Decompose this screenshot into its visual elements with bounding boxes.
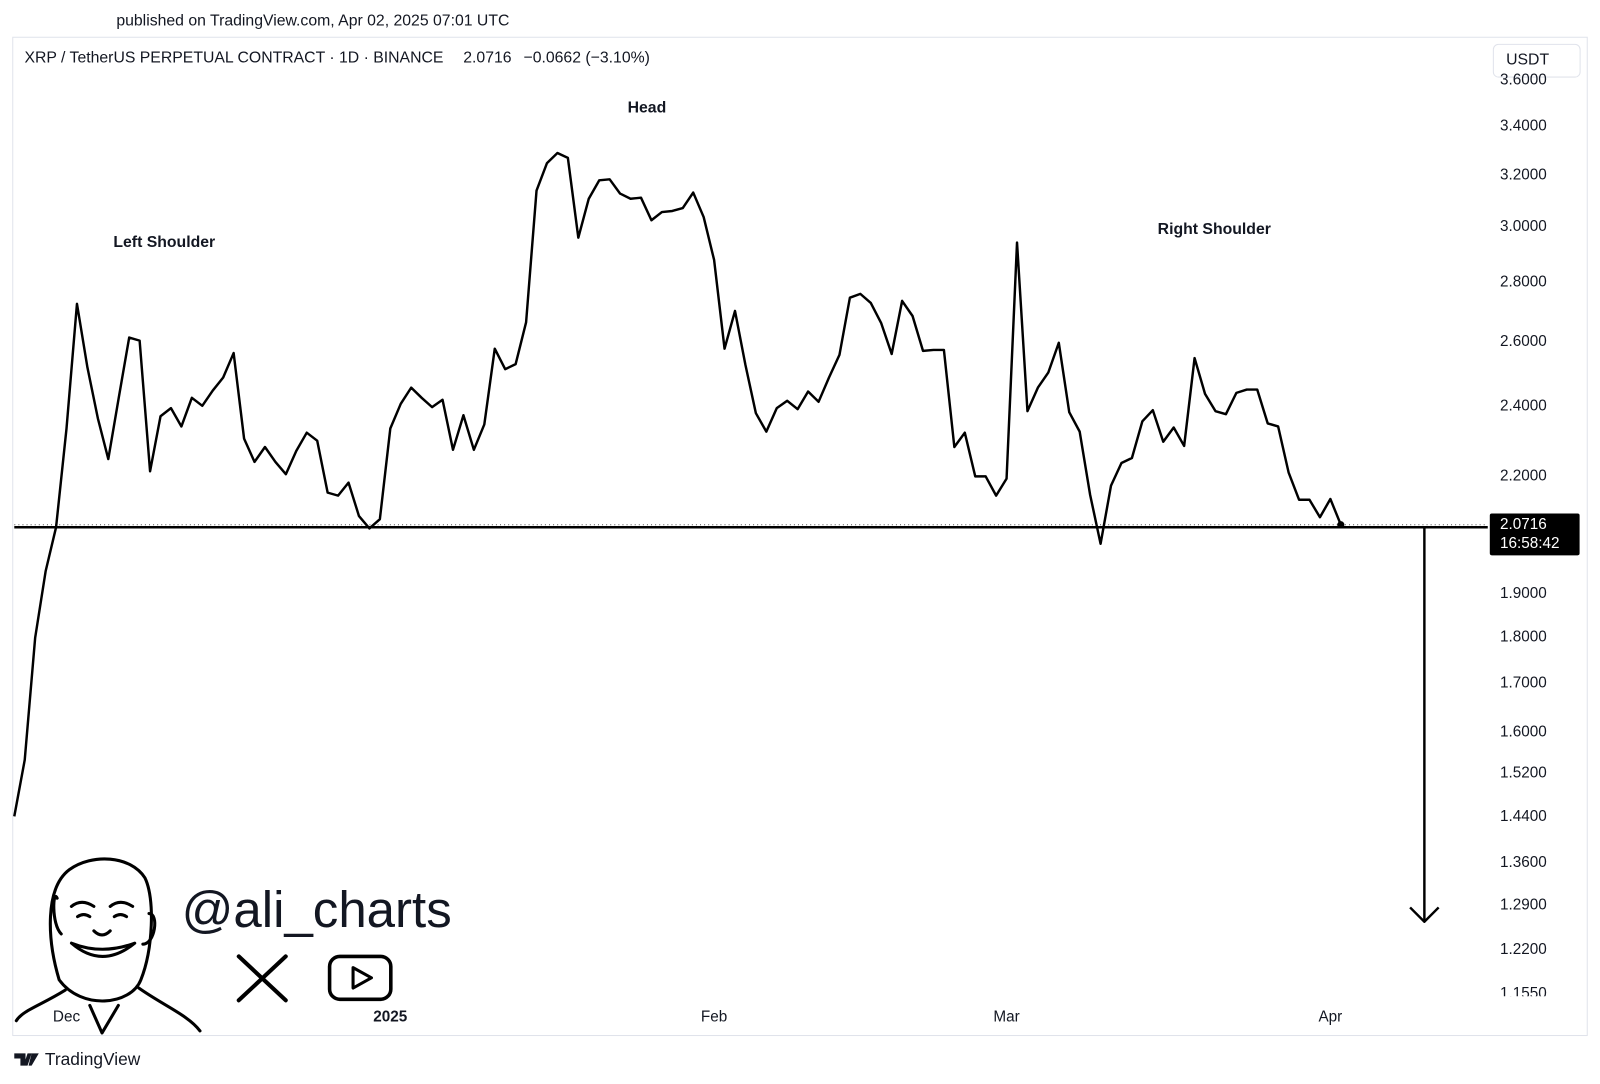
annotation: Right Shoulder	[1158, 221, 1271, 238]
brand-logo	[14, 1053, 39, 1066]
price-line	[13, 151, 1342, 817]
price-change: −0.0662 (−3.10%)	[523, 49, 649, 66]
last-price: 2.0716	[463, 49, 512, 66]
price-label-box	[1489, 513, 1580, 556]
y-tick-label: 2.4000	[1500, 398, 1547, 415]
avatar	[14, 857, 202, 1035]
y-tick-label: 1.5200	[1500, 765, 1547, 782]
currency[interactable]: USDT	[1506, 51, 1549, 68]
y-tick-label: 1.4400	[1500, 808, 1547, 825]
annotation: Left Shoulder	[113, 234, 215, 251]
x-tick-label: Dec	[53, 1009, 81, 1026]
brand-name: TradingView	[45, 1049, 141, 1069]
y-tick-label: 1.2200	[1500, 941, 1547, 958]
y-tick-label: 1.3600	[1500, 854, 1547, 871]
currency-box[interactable]	[1492, 43, 1581, 78]
y-tick-label: 1.2900	[1500, 896, 1547, 913]
x-tick-label: 2025	[373, 1009, 408, 1026]
x-tick-label: Mar	[993, 1009, 1019, 1026]
last-point	[1337, 521, 1345, 529]
y-tick-label: 2.2000	[1500, 467, 1547, 484]
plot-area: Dec 2025 Feb Mar Apr	[13, 151, 1488, 1026]
y-tick-label: 3.4000	[1500, 118, 1547, 135]
x-logo	[236, 954, 288, 1003]
arrow-head	[1409, 906, 1440, 923]
watermark-handle: @ali_charts	[182, 881, 452, 938]
watermark: @ali_charts	[14, 857, 452, 1035]
x-tick-label: Feb	[701, 1009, 727, 1026]
y-tick-label: 1.9000	[1500, 585, 1547, 602]
x-tick-label: Apr	[1318, 1009, 1342, 1026]
y-tick-label: 1.8000	[1500, 629, 1547, 646]
published-note: published on TradingView.com, Apr 02, 20…	[116, 13, 509, 30]
y-tick-label: 1.1550	[1500, 985, 1547, 1002]
y-tick-label: 2.8000	[1500, 274, 1547, 291]
countdown: 16:58:42	[1500, 535, 1560, 552]
y-tick-label: 3.6000	[1500, 72, 1547, 89]
annotation: Head	[628, 99, 667, 116]
y-tick-label: 3.0000	[1500, 218, 1547, 235]
youtube-logo	[327, 954, 393, 1002]
chart-frame	[12, 36, 1588, 1037]
brand: TradingView	[14, 1049, 141, 1069]
y-tick-label: 1.6000	[1500, 723, 1547, 740]
y-tick-label: 1.7000	[1500, 675, 1547, 692]
price-label: 2.0716	[1500, 516, 1547, 533]
symbol-title: XRP / TetherUS PERPETUAL CONTRACT · 1D ·…	[24, 49, 443, 66]
youtube-play	[351, 966, 373, 990]
y-tick-label: 2.6000	[1500, 333, 1547, 350]
y-tick-label: 3.2000	[1500, 166, 1547, 183]
y-axis: 3.6000 3.4000 3.2000 3.0000 2.8000 2.6000 2.40…	[1489, 72, 1547, 1002]
